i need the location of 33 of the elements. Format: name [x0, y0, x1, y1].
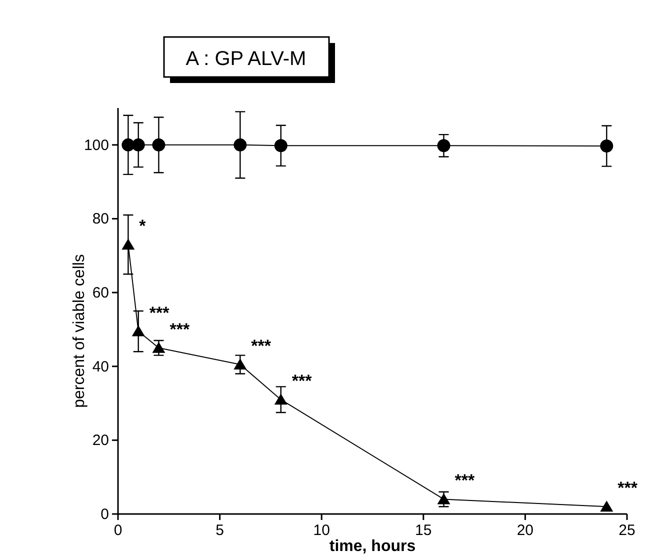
point — [274, 139, 288, 152]
annotation: *** — [292, 372, 312, 391]
y-tick-label: 40 — [92, 358, 109, 376]
annotation: *** — [251, 336, 272, 356]
point — [234, 358, 247, 370]
point — [132, 325, 145, 336]
y-tick-label: 100 — [84, 136, 109, 154]
chart-title: A : GP ALV-M — [186, 48, 306, 70]
annotation: * — [139, 216, 146, 236]
annotation: *** — [454, 471, 475, 490]
point — [234, 138, 247, 152]
point — [600, 500, 614, 512]
x-tick-label: 0 — [114, 522, 122, 539]
annotation: *** — [149, 303, 170, 322]
x-tick-label: 5 — [216, 522, 224, 539]
point — [152, 138, 166, 152]
point — [437, 139, 450, 152]
y-tick-label: 20 — [92, 432, 109, 450]
point — [274, 394, 288, 405]
point — [122, 238, 135, 250]
y-tick-label: 60 — [92, 284, 109, 302]
x-tick-label: 20 — [516, 522, 534, 539]
annotation: *** — [170, 320, 190, 339]
x-tick-label: 10 — [313, 522, 330, 539]
point — [132, 138, 145, 152]
y-tick-label: 0 — [100, 506, 109, 523]
annotation: *** — [618, 478, 638, 498]
x-tick-label: 25 — [618, 522, 636, 539]
y-tick-label: 80 — [92, 210, 109, 228]
x-tick-label: 15 — [415, 522, 432, 539]
point — [600, 140, 614, 153]
y-axis-title: percent of viable cells — [71, 254, 88, 408]
x-axis-title: time, hours — [329, 538, 416, 555]
